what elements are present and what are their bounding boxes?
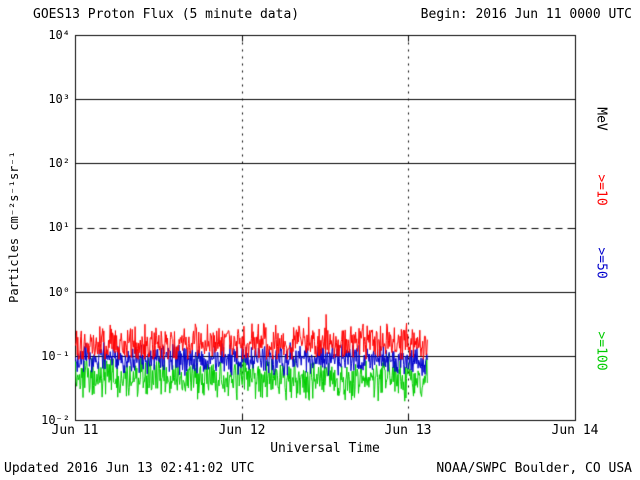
y-tick-label: 10⁻² — [41, 413, 70, 427]
y-axis-label: Particles cm⁻²s⁻¹sr⁻¹ — [7, 151, 21, 303]
begin-timestamp: Begin: 2016 Jun 11 0000 UTC — [420, 7, 632, 22]
x-tick-label: Jun 13 — [384, 423, 432, 438]
series-label-ge50: >=50 — [593, 247, 609, 279]
y-tick-label: 10⁻¹ — [41, 349, 70, 363]
x-tick-label: Jun 11 — [51, 423, 99, 438]
series-label-ge100: >=100 — [593, 331, 609, 371]
x-tick-label: Jun 12 — [218, 423, 266, 438]
source-attribution: NOAA/SWPC Boulder, CO USA — [436, 461, 632, 476]
x-tick-label: Jun 14 — [551, 423, 599, 438]
series-label-ge10: >=10 — [593, 174, 609, 206]
updated-timestamp: Updated 2016 Jun 13 02:41:02 UTC — [4, 461, 255, 476]
right-axis-unit-label: MeV — [593, 107, 609, 131]
y-tick-label: 10⁰ — [48, 285, 70, 299]
y-tick-label: 10³ — [48, 92, 70, 106]
x-axis-label: Universal Time — [270, 441, 380, 456]
y-tick-label: 10¹ — [48, 220, 70, 234]
y-tick-label: 10² — [48, 156, 70, 170]
y-tick-label: 10⁴ — [48, 28, 70, 42]
chart-title: GOES13 Proton Flux (5 minute data) — [33, 7, 300, 22]
